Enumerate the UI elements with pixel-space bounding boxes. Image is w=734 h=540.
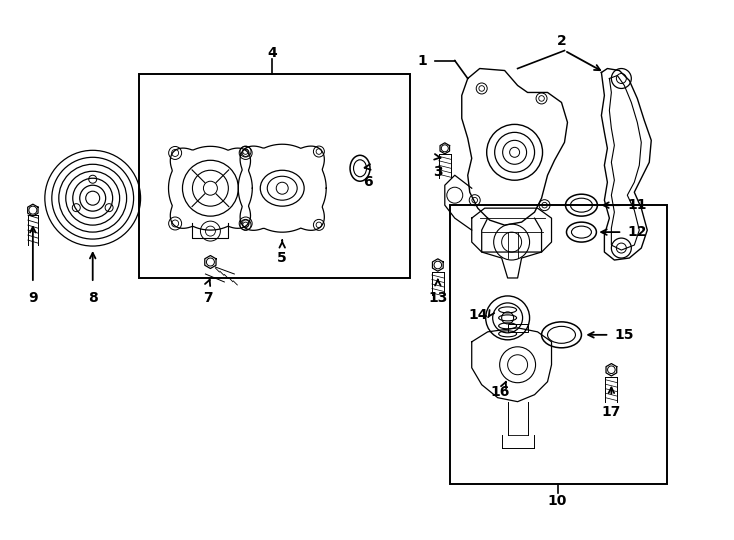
Text: 9: 9 bbox=[28, 291, 37, 305]
Text: 8: 8 bbox=[88, 291, 98, 305]
Text: 3: 3 bbox=[433, 165, 443, 179]
Text: 2: 2 bbox=[556, 33, 567, 48]
Text: 10: 10 bbox=[548, 495, 567, 508]
Text: 6: 6 bbox=[363, 175, 373, 189]
Text: 14: 14 bbox=[468, 308, 487, 322]
Bar bbox=[450, 205, 667, 484]
Text: 12: 12 bbox=[628, 225, 647, 239]
Bar bbox=[139, 73, 410, 278]
Text: 17: 17 bbox=[602, 404, 621, 418]
Text: 1: 1 bbox=[417, 53, 426, 68]
Text: 16: 16 bbox=[490, 384, 509, 399]
Text: 13: 13 bbox=[428, 291, 448, 305]
Text: 7: 7 bbox=[203, 291, 213, 305]
Text: 11: 11 bbox=[628, 198, 647, 212]
Bar bbox=[508, 324, 528, 332]
Text: 5: 5 bbox=[277, 251, 287, 265]
Text: 15: 15 bbox=[614, 328, 634, 342]
Text: 4: 4 bbox=[267, 45, 277, 59]
